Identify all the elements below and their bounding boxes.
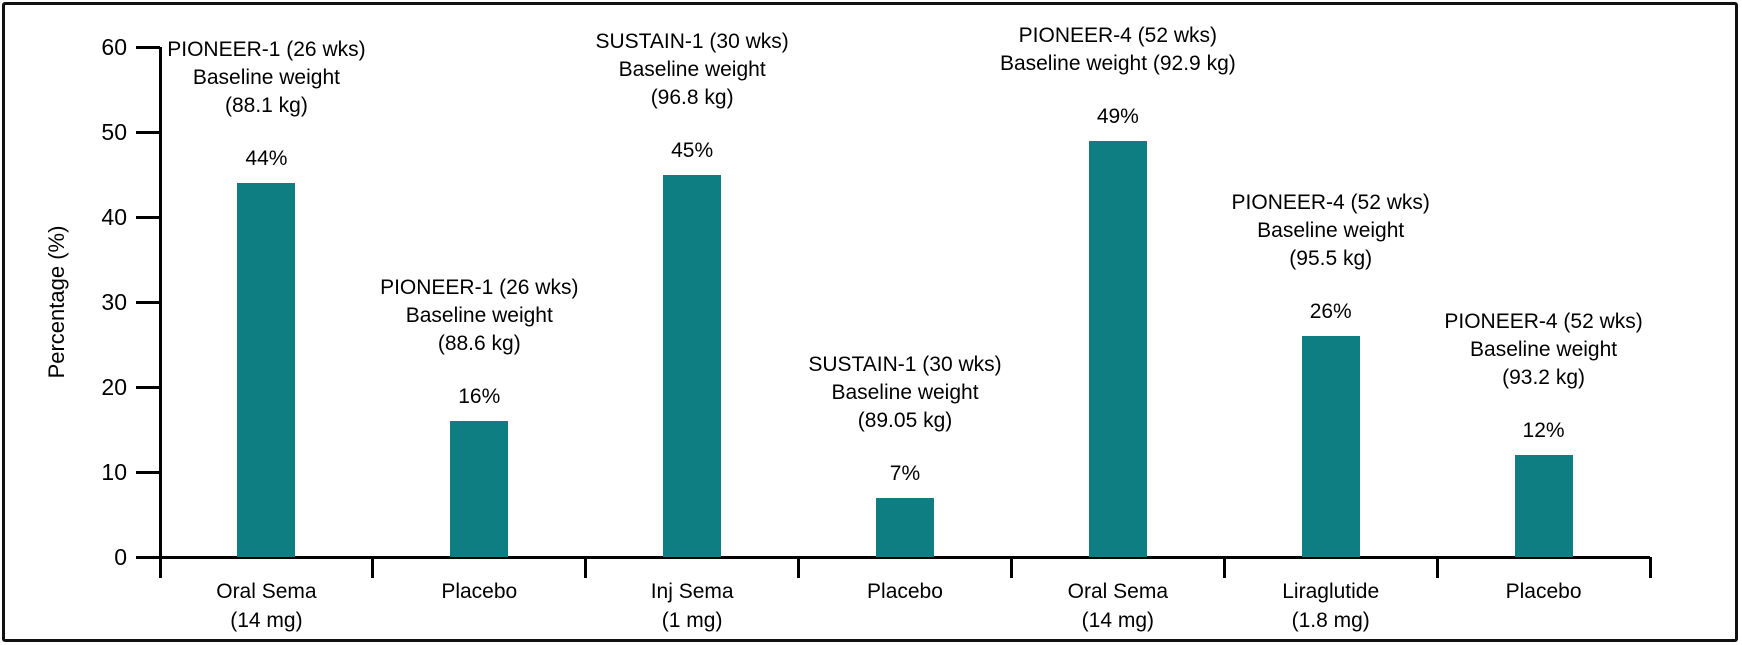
category-label-line: Placebo — [867, 580, 943, 603]
category-label: Inj Sema (1 mg) — [586, 577, 799, 635]
category-boundary-tick — [1435, 557, 1439, 578]
y-tick — [136, 130, 160, 134]
bar-value-label: 49% — [1096, 104, 1139, 128]
bar-value-label: 16% — [458, 385, 501, 408]
category-label-line: (1.8 mg) — [1291, 609, 1370, 632]
trial-annotation: SUSTAIN-1 (30 wks) Baseline weight (96.8 k… — [595, 28, 788, 112]
bar-chart-plot-area: Percentage (%) 0 10 20 30 40 50 60 PIONEER-1 (… — [5, 5, 1735, 639]
y-tick-label: 0 — [114, 544, 127, 570]
y-tick-label: 10 — [101, 459, 127, 485]
trial-annotation-line: (89.05 kg) — [857, 408, 953, 432]
trial-annotation-line: Baseline weight — [618, 57, 766, 81]
category-label: Placebo — [1437, 577, 1650, 606]
bar-group: PIONEER-4 (52 wks) Baseline weight (93.2 k… — [1437, 5, 1650, 557]
bar-group: SUSTAIN-1 (30 wks) Baseline weight (89.05 … — [799, 5, 1012, 557]
trial-annotation-line: Baseline weight — [1257, 219, 1405, 242]
y-tick — [136, 215, 160, 219]
trial-annotation-line: PIONEER-4 (52 wks) — [1018, 23, 1218, 47]
trial-annotation: PIONEER-1 (26 wks) Baseline weight (88.1 k… — [167, 36, 365, 120]
y-tick-label: 20 — [101, 374, 127, 400]
bar-value-label: 12% — [1522, 419, 1565, 442]
category-label-line: (14 mg) — [1081, 609, 1155, 632]
trial-annotation-line: Baseline weight — [1470, 338, 1618, 361]
y-tick — [136, 555, 160, 559]
trial-annotation-line: SUSTAIN-1 (30 wks) — [595, 29, 789, 53]
trial-annotation-line: Baseline weight — [192, 66, 340, 89]
trial-annotation: PIONEER-1 (26 wks) Baseline weight (88.6 k… — [380, 274, 578, 358]
y-tick — [136, 45, 160, 49]
y-tick-label: 30 — [101, 289, 127, 315]
category-boundary-tick — [584, 557, 588, 578]
category-label: Placebo — [799, 577, 1012, 606]
y-tick — [136, 470, 160, 474]
category-label-line: Inj Sema — [650, 580, 734, 603]
bar — [1301, 336, 1360, 557]
trial-annotation-line: PIONEER-4 (52 wks) — [1231, 191, 1430, 214]
bar-value-label: 26% — [1309, 300, 1352, 323]
category-label-line: (14 mg) — [230, 609, 303, 632]
category-label-line: Oral Sema — [1067, 580, 1169, 603]
category-label-line: Placebo — [441, 580, 518, 603]
bar — [875, 497, 934, 557]
y-tick — [136, 300, 160, 304]
y-tick-label: 40 — [101, 204, 127, 230]
trial-annotation: PIONEER-4 (52 wks) Baseline weight (92.9 … — [1000, 22, 1236, 78]
x-axis-line — [160, 555, 1650, 559]
trial-annotation-line: Baseline weight — [405, 304, 553, 327]
trial-annotation-line: (88.6 kg) — [437, 332, 521, 355]
category-label: Liraglutide (1.8 mg) — [1224, 577, 1437, 635]
bar-value-label: 7% — [889, 461, 921, 485]
bar-group: PIONEER-4 (52 wks) Baseline weight (92.9 … — [1000, 5, 1236, 557]
trial-annotation-line: (96.8 kg) — [650, 85, 734, 109]
bar-value-label: 45% — [671, 138, 714, 162]
trial-annotation-line: Baseline weight (92.9 kg) — [999, 51, 1236, 75]
bar-group: PIONEER-1 (26 wks) Baseline weight (88.1 k… — [160, 5, 373, 557]
category-boundary-tick — [1222, 557, 1226, 578]
category-label: Oral Sema (14 mg) — [1011, 577, 1224, 635]
y-axis-line — [158, 47, 162, 578]
trial-annotation-line: PIONEER-1 (26 wks) — [167, 38, 366, 61]
category-label-line: Placebo — [1505, 580, 1582, 603]
bar — [663, 174, 722, 557]
trial-annotation-line: (93.2 kg) — [1502, 366, 1585, 389]
category-boundary-tick — [158, 557, 162, 578]
category-label: Placebo — [373, 577, 586, 606]
trial-annotation: PIONEER-4 (52 wks) Baseline weight (95.5 k… — [1232, 189, 1430, 273]
category-boundary-tick — [371, 557, 375, 578]
category-label-line: Liraglutide — [1282, 580, 1380, 603]
bar — [237, 183, 296, 557]
category-label: Oral Sema (14 mg) — [160, 577, 373, 635]
trial-annotation-line: PIONEER-1 (26 wks) — [380, 276, 579, 299]
trial-annotation: PIONEER-4 (52 wks) Baseline weight (93.2 k… — [1444, 308, 1642, 392]
y-tick-label: 60 — [101, 34, 127, 60]
category-boundary-tick — [1648, 557, 1652, 578]
bar — [1514, 455, 1573, 557]
trial-annotation-line: PIONEER-4 (52 wks) — [1444, 310, 1643, 333]
bar-group: PIONEER-1 (26 wks) Baseline weight (88.6 k… — [373, 5, 586, 557]
bar — [450, 421, 509, 557]
category-label-line: (1 mg) — [661, 609, 723, 632]
trial-annotation: SUSTAIN-1 (30 wks) Baseline weight (89.05 … — [808, 351, 1001, 435]
bar-group: PIONEER-4 (52 wks) Baseline weight (95.5 k… — [1224, 5, 1437, 557]
category-boundary-tick — [1009, 557, 1013, 578]
y-tick-label: 50 — [101, 119, 127, 145]
trial-annotation-line: SUSTAIN-1 (30 wks) — [808, 352, 1002, 376]
trial-annotation-line: (88.1 kg) — [224, 94, 308, 117]
bar-value-label: 44% — [245, 147, 288, 170]
trial-annotation-line: Baseline weight — [831, 380, 979, 404]
trial-annotation-line: (95.5 kg) — [1289, 247, 1373, 270]
bar — [1088, 140, 1147, 557]
category-boundary-tick — [797, 557, 801, 578]
bar-group: SUSTAIN-1 (30 wks) Baseline weight (96.8 k… — [586, 5, 799, 557]
y-tick — [136, 385, 160, 389]
category-label-line: Oral Sema — [216, 580, 317, 603]
